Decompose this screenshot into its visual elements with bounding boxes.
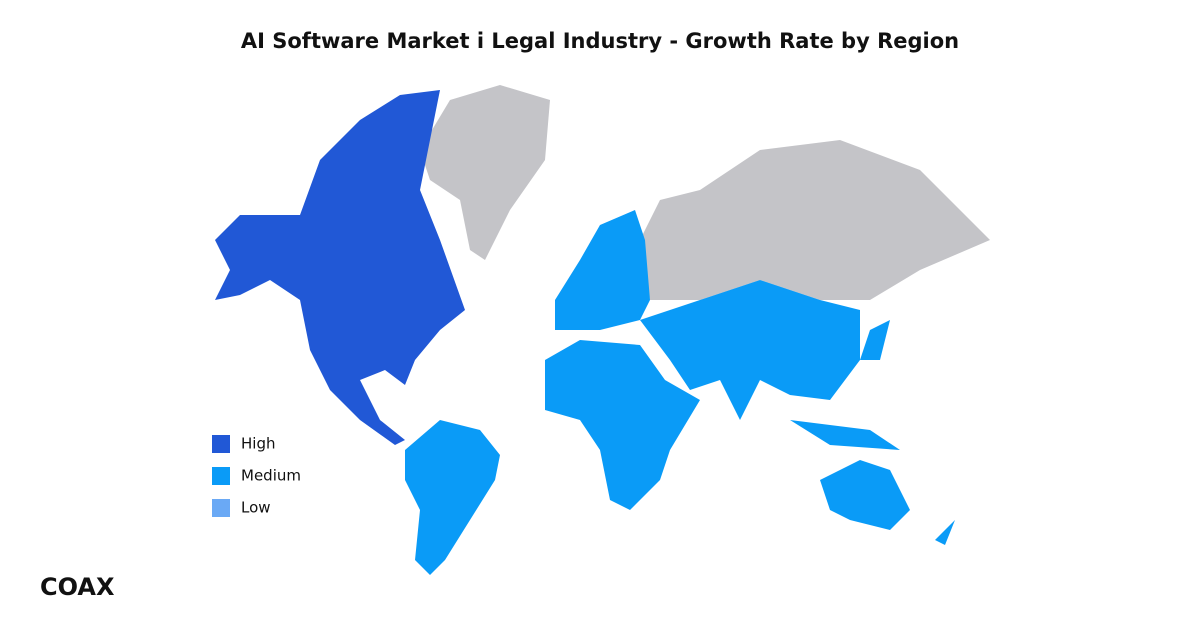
- legend-swatch: [212, 467, 230, 485]
- title: AI Software Market i Legal Industry - Gr…: [241, 29, 959, 53]
- legend-label: Low: [241, 499, 271, 517]
- legend-swatch: [212, 499, 230, 517]
- greenland: [420, 85, 550, 260]
- legend-swatch: [212, 435, 230, 453]
- indonesia: [790, 420, 900, 450]
- legend-label: Medium: [241, 467, 301, 485]
- legend: High Medium Low: [212, 435, 301, 517]
- russia: [640, 140, 990, 300]
- japan: [860, 320, 890, 360]
- new-zealand: [935, 520, 955, 545]
- australia: [820, 460, 910, 530]
- logo: COAX: [40, 573, 115, 601]
- africa: [545, 340, 700, 510]
- legend-label: High: [241, 435, 275, 453]
- europe: [555, 210, 650, 330]
- south-america: [405, 420, 500, 575]
- asia: [640, 280, 860, 420]
- world-map: [215, 85, 990, 575]
- north-america: [215, 90, 465, 445]
